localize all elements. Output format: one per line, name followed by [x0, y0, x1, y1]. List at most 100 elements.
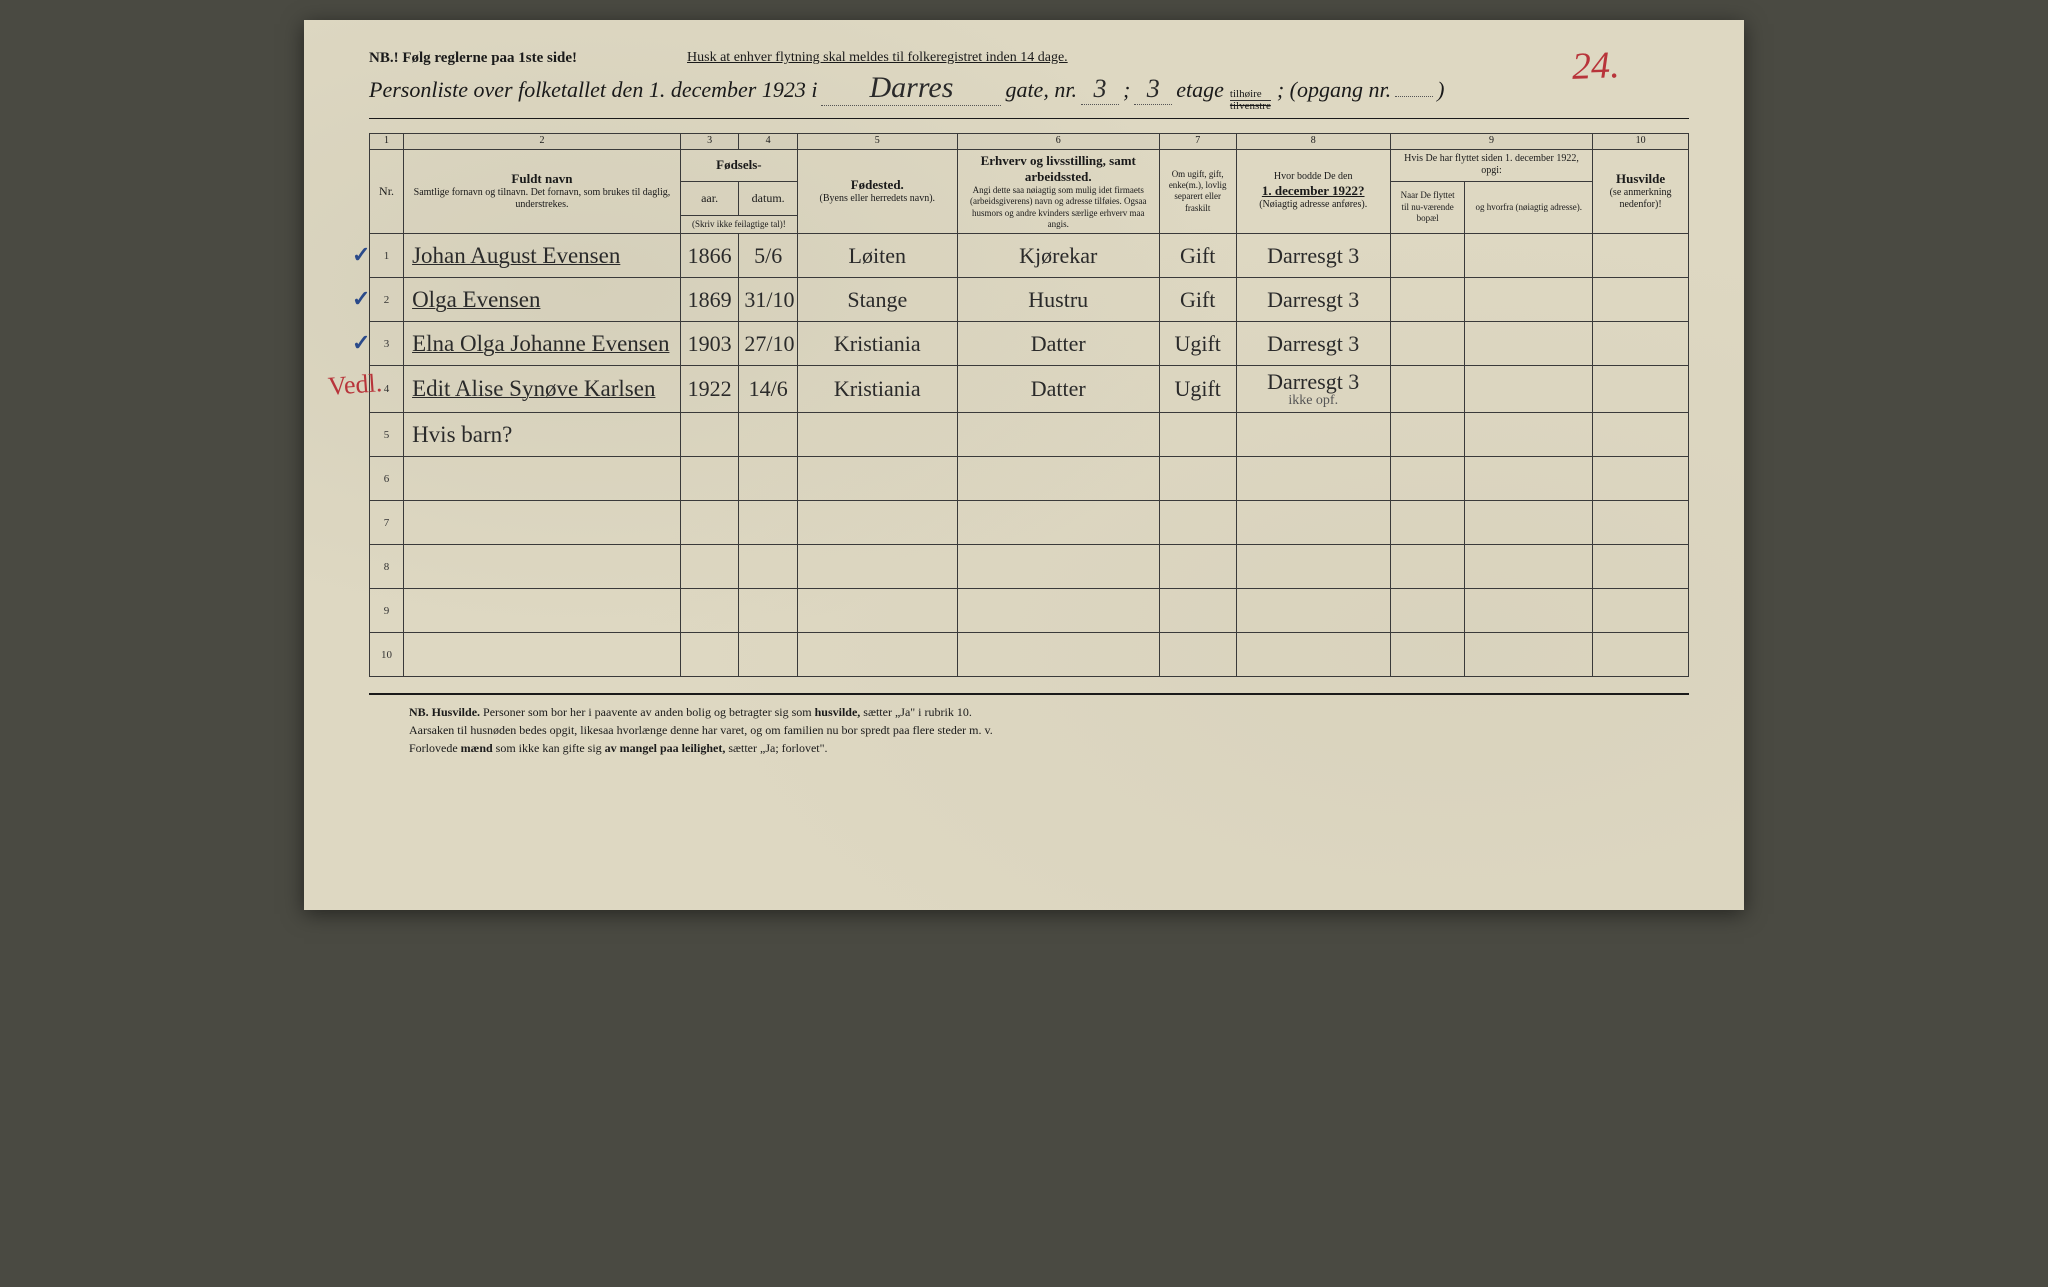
footnote-line2: Aarsaken til husnøden bedes opgit, likes… — [409, 721, 1689, 739]
handwritten-page-number: 24. — [1571, 43, 1620, 89]
footnote-text: Forlovede — [409, 741, 461, 755]
table-row: 10 — [370, 633, 1689, 677]
table-row: 7 — [370, 501, 1689, 545]
hdr-name-main: Fuldt navn — [409, 171, 675, 187]
gate-label: gate, nr. — [1005, 77, 1077, 103]
hdr-husvilde-main: Husvilde — [1598, 171, 1683, 187]
cell-naar — [1390, 322, 1465, 366]
cell-empty — [1159, 589, 1236, 633]
row-number: 7 — [370, 501, 404, 545]
table-row: Vedl.4 Edit Alise Synøve Karlsen 1922 14… — [370, 366, 1689, 413]
cell-empty — [797, 457, 957, 501]
row-number: ✓3 — [370, 322, 404, 366]
cell-empty — [1236, 545, 1390, 589]
cell-empty — [1236, 501, 1390, 545]
row-number: 9 — [370, 589, 404, 633]
opgang-label: ; (opgang nr. — [1277, 77, 1391, 103]
cell-empty — [1159, 457, 1236, 501]
cell-fodested: Kristiania — [797, 366, 957, 413]
nb-header-line: NB.! Følg reglerne paa 1ste side! Husk a… — [369, 50, 1689, 67]
cell-empty — [1159, 545, 1236, 589]
title-prefix: Personliste over folketallet den 1. dece… — [369, 77, 817, 103]
check-icon: ✓ — [352, 242, 370, 268]
cell-naar — [1390, 278, 1465, 322]
footnote: NB. Husvilde. Personer som bor her i paa… — [369, 693, 1689, 757]
cell-empty — [739, 633, 798, 677]
hdr-hvorfra: og hvorfra (nøiagtig adresse). — [1465, 181, 1593, 234]
footnote-text: sætter „Ja; forlovet". — [728, 741, 827, 755]
table-body: ✓1 Johan August Evensen 1866 5/6 Løiten … — [370, 234, 1689, 677]
row-number: ✓1 — [370, 234, 404, 278]
cell-empty — [957, 589, 1159, 633]
hdr-aar: aar. — [680, 181, 739, 215]
cell-bodde: Darresgt 3 ikke opf. — [1236, 366, 1390, 413]
hdr-bodde-date: 1. december 1922? — [1242, 183, 1385, 199]
row-number: 5 — [370, 413, 404, 457]
colnum: 2 — [404, 134, 681, 150]
cell-empty — [1593, 633, 1689, 677]
cell-name: Elna Olga Johanne Evensen — [404, 322, 681, 366]
footnote-text: sætter „Ja" i rubrik 10. — [863, 705, 972, 719]
check-icon: ✓ — [352, 286, 370, 312]
footnote-text: som ikke kan gifte sig — [496, 741, 605, 755]
cell-empty — [957, 457, 1159, 501]
cell-empty — [739, 413, 798, 457]
cell-empty — [1465, 633, 1593, 677]
row-number: 6 — [370, 457, 404, 501]
cell-empty — [739, 457, 798, 501]
hdr-bodde-sub: (Nøiagtig adresse anføres). — [1242, 199, 1385, 212]
etage-label: etage — [1176, 77, 1224, 103]
colnum: 7 — [1159, 134, 1236, 150]
hdr-datum: datum. — [739, 181, 798, 215]
cell-husvilde — [1593, 234, 1689, 278]
hdr-bodde: Hvor bodde De den 1. december 1922? (Nøi… — [1236, 149, 1390, 234]
cell-empty — [957, 501, 1159, 545]
table-row: 8 — [370, 545, 1689, 589]
cell-empty — [404, 633, 681, 677]
cell-empty — [680, 633, 739, 677]
cell-empty — [957, 545, 1159, 589]
colnum: 6 — [957, 134, 1159, 150]
cell-naar — [1390, 234, 1465, 278]
street-fill: Darres — [821, 71, 1001, 106]
cell-fodested: Løiten — [797, 234, 957, 278]
cell-aar: 1903 — [680, 322, 739, 366]
etage-nr-fill: 3 — [1134, 74, 1172, 105]
cell-empty — [1390, 501, 1465, 545]
hdr-husvilde: Husvilde (se anmerkning nedenfor)! — [1593, 149, 1689, 234]
footnote-nb: NB. Husvilde. — [409, 705, 480, 719]
sub-annotation: ikke opf. — [1242, 393, 1385, 409]
cell-naar — [1390, 366, 1465, 413]
cell-empty — [797, 501, 957, 545]
footnote-bold: husvilde, — [815, 705, 861, 719]
cell-empty — [680, 545, 739, 589]
hdr-fodsels: Fødsels- — [680, 149, 797, 181]
table-row: ✓3 Elna Olga Johanne Evensen 1903 27/10 … — [370, 322, 1689, 366]
cell-empty — [404, 589, 681, 633]
row-number: 8 — [370, 545, 404, 589]
cell-empty — [1390, 457, 1465, 501]
cell-empty — [1236, 413, 1390, 457]
cell-aar: 1866 — [680, 234, 739, 278]
hdr-fodested: Fødested. (Byens eller herredets navn). — [797, 149, 957, 234]
cell-empty — [739, 501, 798, 545]
table-row: 5 Hvis barn? — [370, 413, 1689, 457]
cell-fodested: Stange — [797, 278, 957, 322]
cell-hvorfra — [1465, 234, 1593, 278]
colnum: 5 — [797, 134, 957, 150]
cell-fodested: Kristiania — [797, 322, 957, 366]
table-row: ✓2 Olga Evensen 1869 31/10 Stange Hustru… — [370, 278, 1689, 322]
cell-empty — [957, 633, 1159, 677]
opgang-nr-fill — [1395, 96, 1433, 97]
hdr-name: Fuldt navn Samtlige fornavn og tilnavn. … — [404, 149, 681, 234]
cell-empty — [1593, 545, 1689, 589]
side-bottom: tilvenstre — [1230, 101, 1271, 112]
cell-empty — [1465, 589, 1593, 633]
cell-empty — [1465, 545, 1593, 589]
table-row: ✓1 Johan August Evensen 1866 5/6 Løiten … — [370, 234, 1689, 278]
census-form-page: 24. NB.! Følg reglerne paa 1ste side! Hu… — [304, 20, 1744, 910]
cell-empty — [957, 413, 1159, 457]
title-line: Personliste over folketallet den 1. dece… — [369, 71, 1689, 119]
table-row: 9 — [370, 589, 1689, 633]
cell-datum: 5/6 — [739, 234, 798, 278]
